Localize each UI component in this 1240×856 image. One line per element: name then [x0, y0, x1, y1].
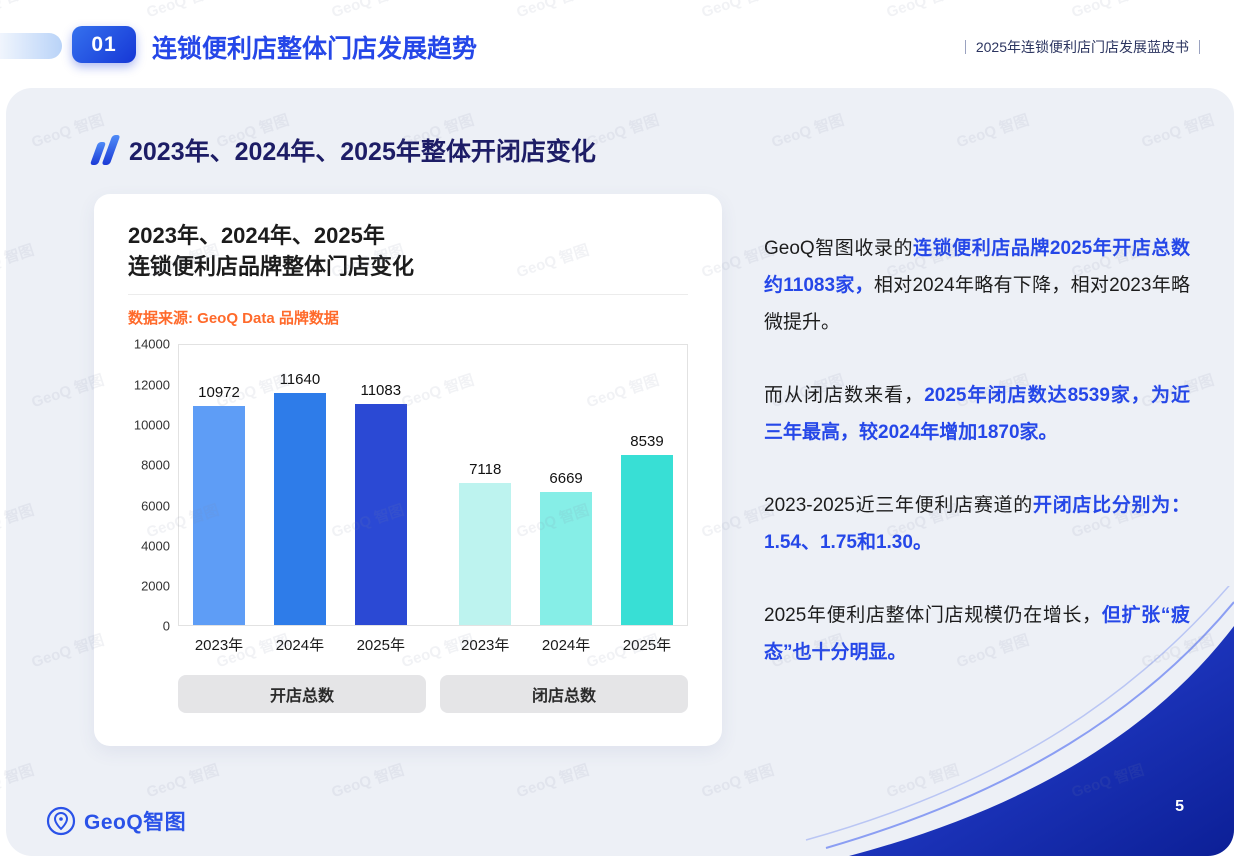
bar-open-2	[354, 403, 407, 626]
bar-slot-close-1: 6669	[538, 345, 594, 626]
body-text: GeoQ智图收录的	[764, 238, 914, 259]
section-title: 2023年、2024年、2025年整体开闭店变化	[129, 138, 596, 166]
bar-value-label: 8539	[630, 432, 664, 450]
analysis-paragraph: GeoQ智图收录的连锁便利店品牌2025年开店总数约11083家，相对2024年…	[764, 230, 1190, 341]
bar-value-label: 11083	[360, 381, 402, 399]
data-source-label: 数据来源: GeoQ Data 品牌数据	[128, 310, 339, 328]
group-label-row: 开店总数 闭店总数	[178, 675, 688, 714]
card-divider	[128, 294, 688, 296]
body-text: 相对2024年略有下降，相对2023年略微提升。	[764, 275, 1190, 334]
divider-bar-right	[1199, 40, 1200, 54]
bar-slot-close-2: 8539	[619, 345, 675, 626]
geoq-logo: GeoQ智图	[46, 806, 186, 836]
content-panel: 2023年、2024年、2025年整体开闭店变化 2023年、2024年、202…	[6, 88, 1234, 856]
chart-title: 2023年、2024年、2025年 连锁便利店品牌整体门店变化	[128, 220, 688, 282]
body-text: 而从闭店数来看，	[764, 385, 925, 407]
bar-close-1	[540, 492, 593, 626]
bar-slot-open-2: 11083	[353, 345, 409, 626]
y-tick-label: 6000	[141, 498, 170, 514]
highlight-text: 连锁便利店品牌2025年开店总数约11083家，	[764, 238, 1190, 297]
bar-chart-plot: 10972 11640 11083 7118 6669 8539	[178, 344, 688, 627]
bar-slot-open-0: 10972	[191, 345, 247, 626]
chart-title-line1: 2023年、2024年、2025年	[128, 223, 385, 248]
bar-group-open: 10972 11640 11083	[191, 345, 409, 626]
y-axis: 0 2000 4000 6000 8000 10000 12000 14000	[128, 337, 178, 634]
bar-value-label: 6669	[549, 470, 583, 488]
x-tick-label: 2024年	[541, 637, 591, 655]
bar-chart: 0 2000 4000 6000 8000 10000 12000 14000 10972 11…	[128, 337, 688, 634]
group-label-open: 开店总数	[178, 675, 426, 714]
body-text: 2023-2025近三年便利店赛道的	[764, 495, 1033, 517]
y-tick-label: 14000	[133, 336, 170, 352]
analysis-paragraph: 而从闭店数来看，2025年闭店数达8539家，为近三年最高，较2024年增加18…	[764, 377, 1190, 451]
x-tick-label: 2025年	[356, 637, 405, 655]
header-pill-decoration	[0, 33, 62, 59]
section-number-badge: 01	[72, 26, 136, 63]
analysis-text-column: GeoQ智图收录的连锁便利店品牌2025年开店总数约11083家，相对2024年…	[764, 230, 1190, 707]
double-slash-icon	[89, 135, 121, 165]
x-label-group-close: 2023年 2024年 2025年	[457, 634, 675, 655]
x-axis-labels: 2023年 2024年 2025年 2023年 2024年 2025年	[178, 626, 688, 655]
corner-wave-decoration	[805, 586, 1234, 856]
y-tick-label: 2000	[141, 578, 170, 594]
bar-slot-open-1: 11640	[272, 345, 328, 626]
bar-open-0	[193, 406, 245, 626]
y-tick-label: 12000	[133, 377, 170, 393]
bar-group-close: 7118 6669 8539	[457, 345, 675, 626]
page-number: 5	[1175, 798, 1184, 815]
bar-close-0	[459, 483, 512, 626]
divider-bar-left	[964, 40, 966, 54]
chart-card: 2023年、2024年、2025年 连锁便利店品牌整体门店变化 数据来源: Ge…	[94, 194, 722, 746]
y-tick-label: 4000	[141, 538, 170, 554]
bar-value-label: 11640	[279, 370, 321, 388]
section-heading: 2023年、2024年、2025年整体开闭店变化	[89, 132, 596, 168]
top-bar: 01 连锁便利店整体门店发展趋势 2025年连锁便利店门店发展蓝皮书	[0, 0, 1240, 88]
report-name-label: 2025年连锁便利店门店发展蓝皮书	[975, 39, 1189, 55]
y-tick-label: 8000	[141, 457, 170, 473]
analysis-paragraph: 2023-2025近三年便利店赛道的开闭店比分别为：1.54、1.75和1.30…	[764, 487, 1190, 561]
body-text: 2025年便利店整体门店规模仍在增长，	[764, 605, 1102, 627]
bar-close-2	[620, 454, 673, 626]
y-tick-label: 10000	[133, 417, 170, 433]
x-label-group-open: 2023年 2024年 2025年	[191, 634, 409, 655]
analysis-paragraph: 2025年便利店整体门店规模仍在增长，但扩张“疲态”也十分明显。	[764, 597, 1190, 671]
bar-value-label: 10972	[198, 384, 240, 402]
bar-open-1	[273, 392, 326, 626]
bar-value-label: 7118	[469, 461, 502, 479]
highlight-text: 但扩张“疲态”也十分明显。	[764, 605, 1190, 664]
bar-slot-close-0: 7118	[457, 345, 513, 626]
group-label-close: 闭店总数	[440, 675, 688, 714]
page-title: 连锁便利店整体门店发展趋势	[152, 35, 478, 63]
report-name: 2025年连锁便利店门店发展蓝皮书	[964, 37, 1200, 57]
x-tick-label: 2023年	[194, 637, 244, 655]
x-tick-label: 2023年	[461, 637, 510, 655]
y-tick-label: 0	[162, 618, 170, 634]
x-tick-label: 2025年	[622, 637, 672, 655]
x-tick-label: 2024年	[275, 637, 325, 655]
highlight-text: 开闭店比分别为：1.54、1.75和1.30。	[764, 495, 1190, 554]
chart-title-line2: 连锁便利店品牌整体门店变化	[128, 254, 415, 280]
highlight-text: 2025年闭店数达8539家，为近三年最高，较2024年增加1870家。	[764, 385, 1190, 444]
geoq-logo-icon	[46, 806, 76, 836]
logo-text: GeoQ智图	[84, 811, 187, 834]
